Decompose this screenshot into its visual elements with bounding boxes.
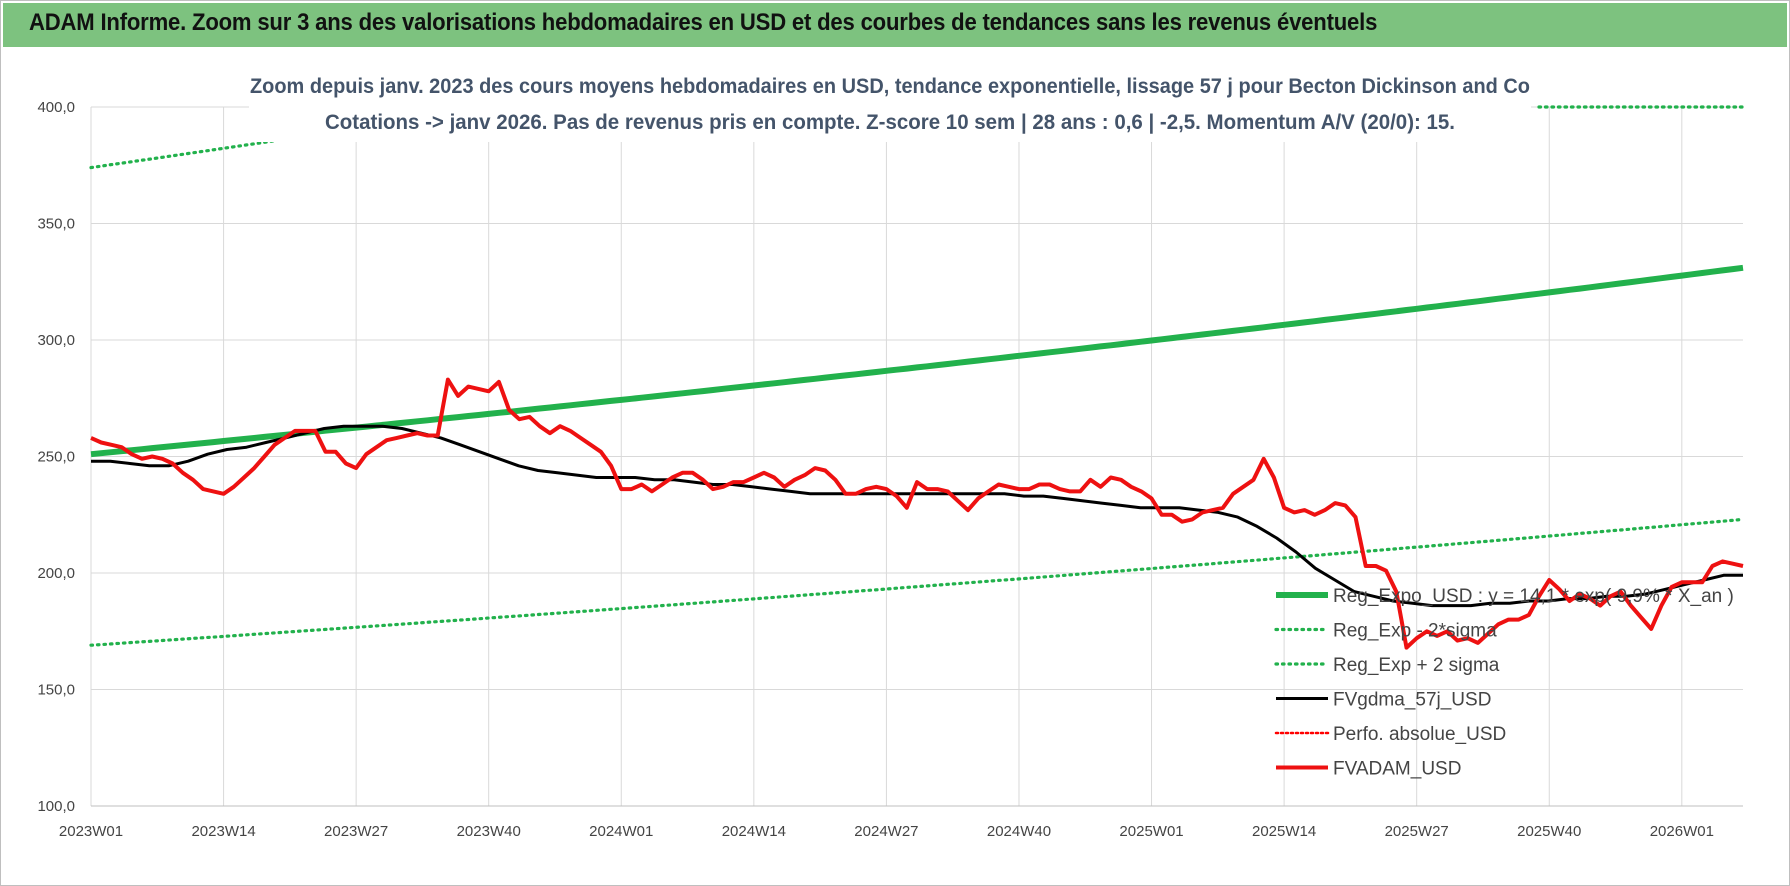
y-axis: 100,0 150,0 200,0 250,0 300,0 350,0 400,0 <box>37 99 75 815</box>
series-fvadam <box>90 377 1744 650</box>
x-tick-label: 2025W14 <box>1252 823 1316 840</box>
legend-label-fvadam: FVADAM_USD <box>1333 759 1461 780</box>
x-tick-label: 2023W27 <box>324 823 388 840</box>
chart-title-line-1: Zoom depuis janv. 2023 des cours moyens … <box>250 75 1530 98</box>
title-banner: ADAM Informe. Zoom sur 3 ans des valoris… <box>3 3 1787 47</box>
banner-title: ADAM Informe. Zoom sur 3 ans des valoris… <box>29 9 1378 36</box>
y-tick-label: 250,0 <box>37 449 75 466</box>
x-tick-label: 2025W01 <box>1119 823 1183 840</box>
legend-label-reg_lower: Reg_Exp - 2*sigma <box>1333 621 1497 642</box>
legend-label-reg_expo: Reg_Expo_USD : y = 14,1 * exp( 9,9% * X_… <box>1333 586 1734 607</box>
y-tick-label: 150,0 <box>37 682 75 699</box>
legend: Reg_Expo_USD : y = 14,1 * exp( 9,9% * X_… <box>1274 586 1734 780</box>
y-tick-label: 350,0 <box>37 216 75 233</box>
x-tick-label: 2023W40 <box>457 823 521 840</box>
x-tick-label: 2026W01 <box>1650 823 1714 840</box>
y-tick-label: 200,0 <box>37 565 75 582</box>
legend-label-perfo: Perfo. absolue_USD <box>1333 724 1506 745</box>
series-fvgdma <box>91 424 1743 608</box>
y-tick-label: 300,0 <box>37 332 75 349</box>
y-tick-label: 100,0 <box>37 798 75 815</box>
subtitle-background <box>249 65 1531 142</box>
x-tick-label: 2024W01 <box>589 823 653 840</box>
x-tick-label: 2024W40 <box>987 823 1051 840</box>
series-reg-lower <box>89 517 1745 647</box>
legend-label-reg_upper: Reg_Exp + 2 sigma <box>1333 655 1500 676</box>
x-tick-label: 2025W27 <box>1385 823 1449 840</box>
series-layer <box>89 105 1745 650</box>
x-tick-label: 2025W40 <box>1517 823 1581 840</box>
x-tick-label: 2024W27 <box>854 823 918 840</box>
x-tick-label: 2023W01 <box>59 823 123 840</box>
x-tick-label: 2023W14 <box>191 823 255 840</box>
x-axis: 2023W01 2023W14 2023W27 2023W40 2024W01 2024W… <box>59 823 1714 840</box>
legend-label-fvgdma: FVgdma_57j_USD <box>1333 690 1491 711</box>
x-tick-label: 2024W14 <box>722 823 786 840</box>
y-tick-label: 400,0 <box>37 99 75 116</box>
chart-title-line-2: Cotations -> janv 2026. Pas de revenus p… <box>325 111 1455 134</box>
